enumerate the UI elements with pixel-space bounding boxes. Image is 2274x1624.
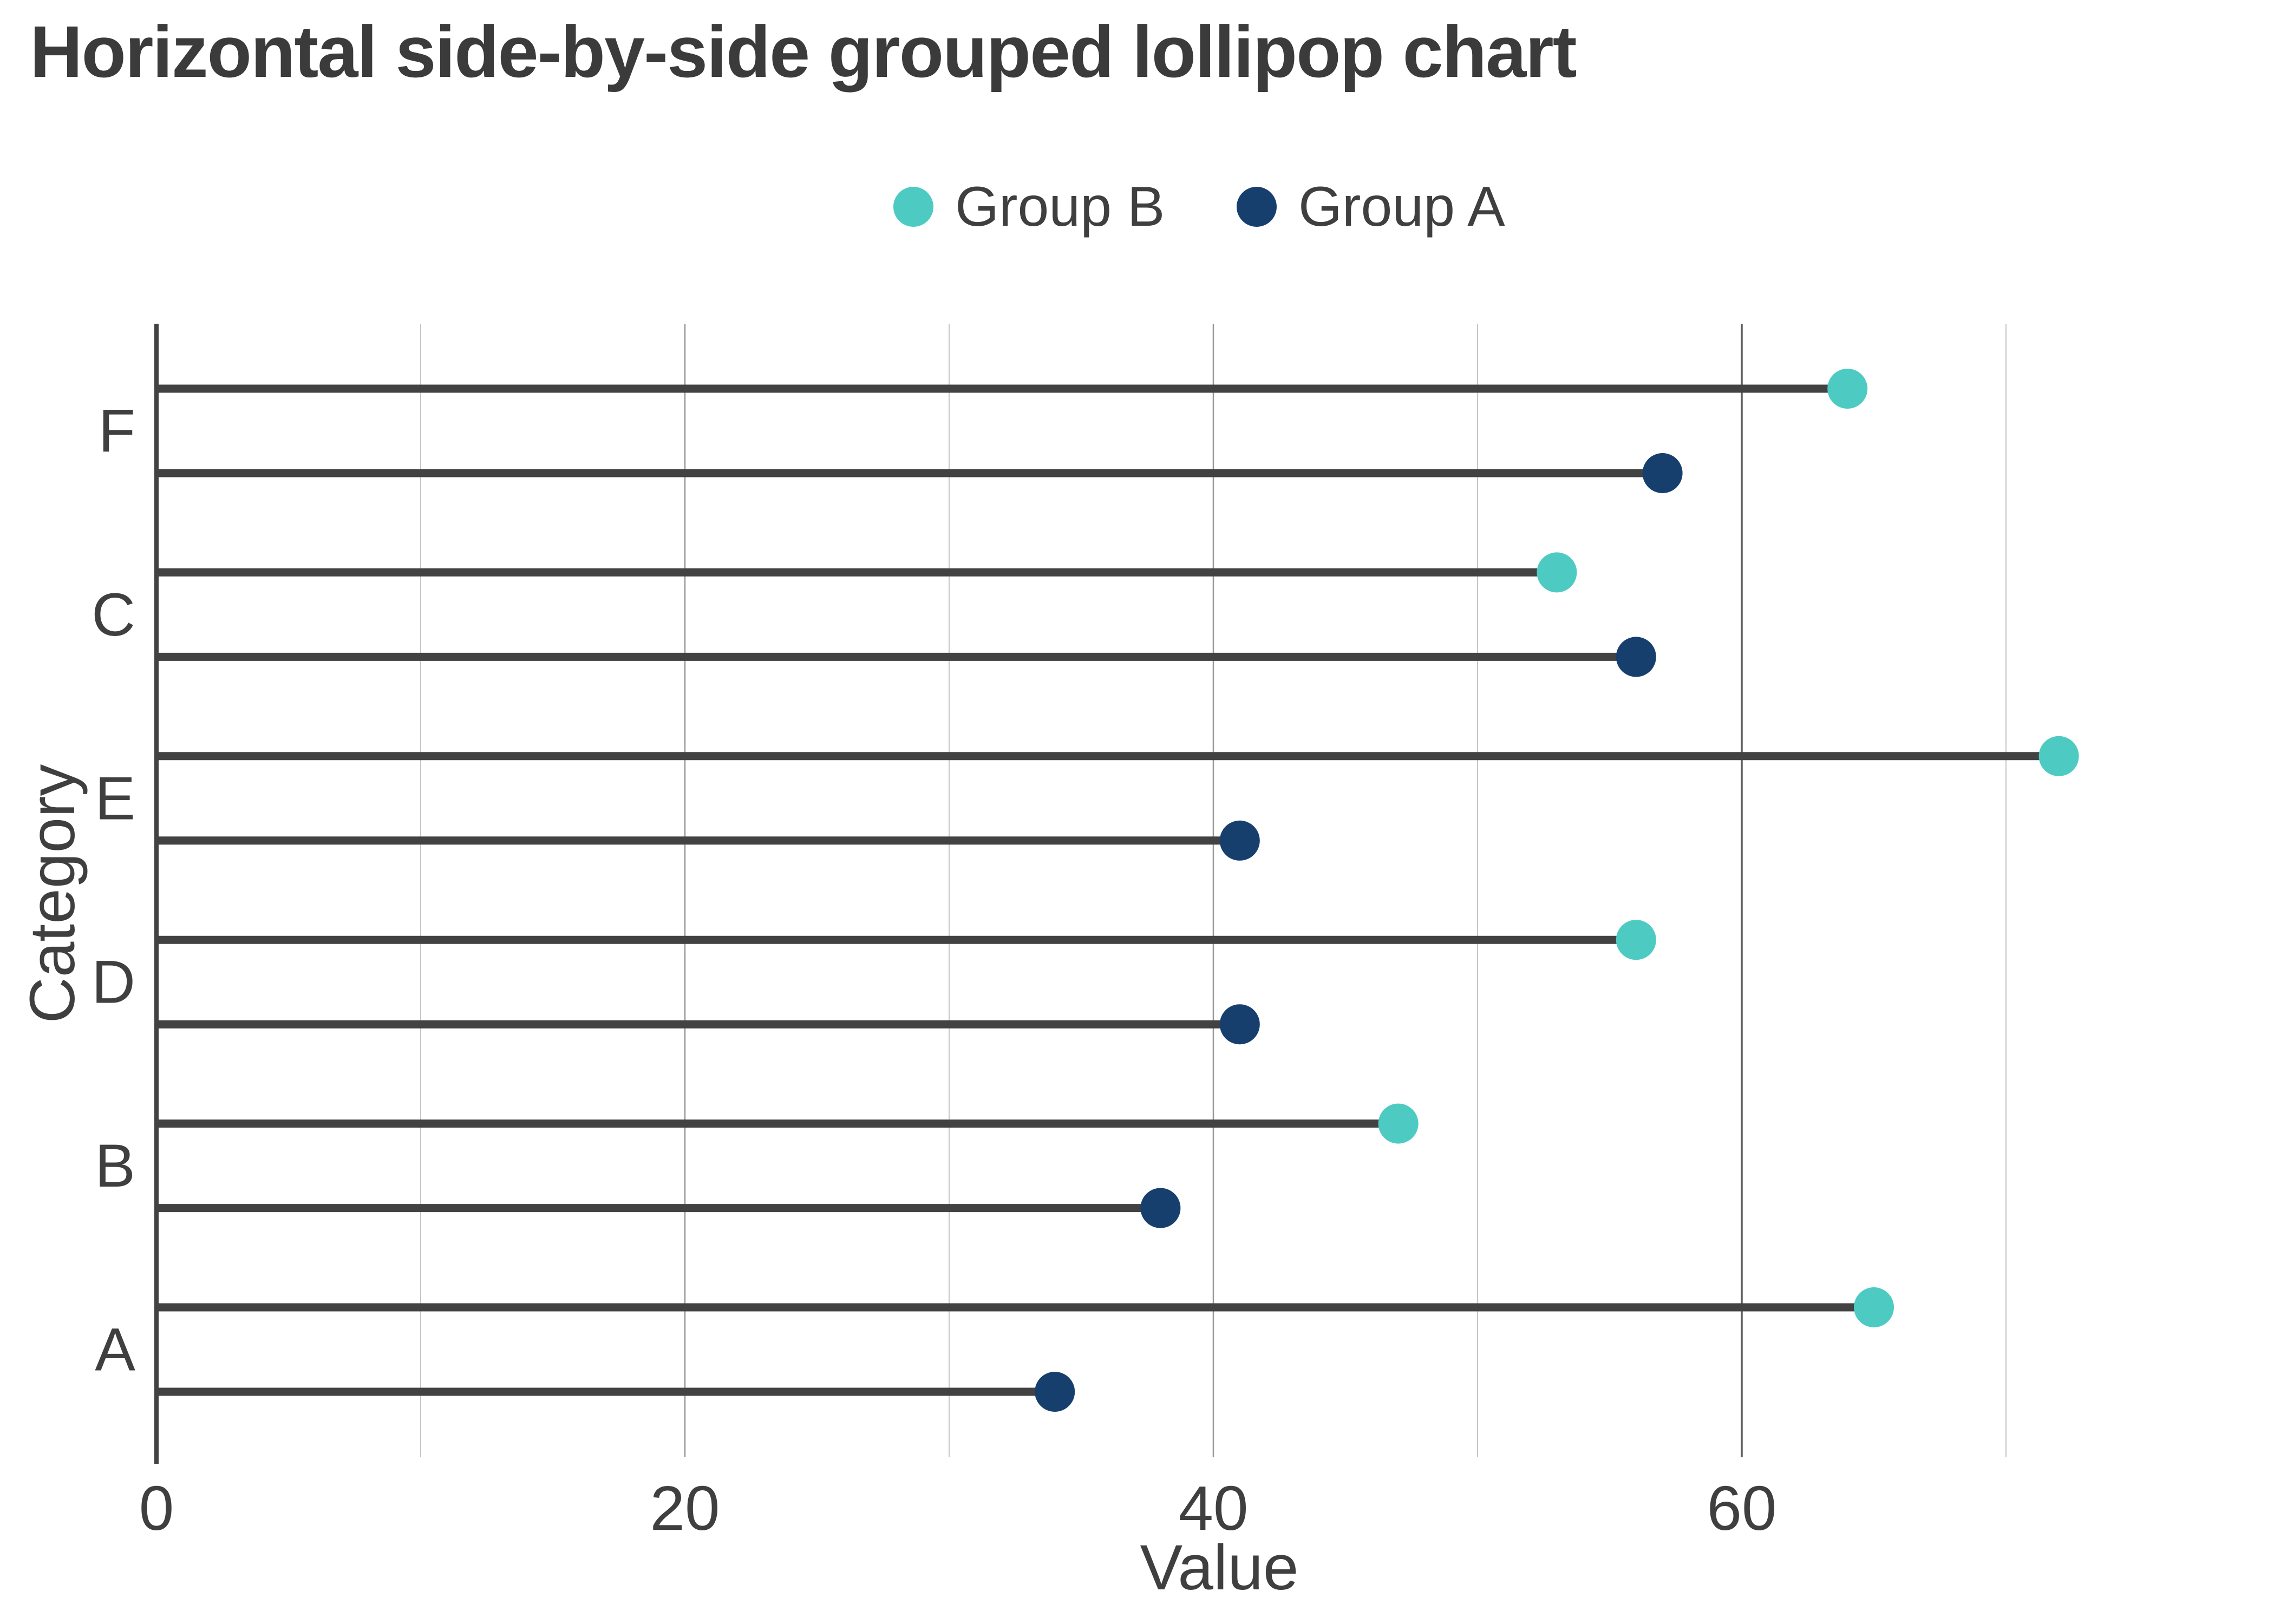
y-tick-label-E: E [95,764,135,832]
lollipop-dot-D-group-a[interactable] [1219,1004,1260,1045]
x-axis-title: Value [1140,1532,1299,1603]
chart-title: Horizontal side-by-side grouped lollipop… [30,11,1577,93]
lollipop-dot-A-group-a[interactable] [1035,1372,1075,1412]
legend-label-group-b: Group B [955,175,1165,238]
x-tick-label-60: 60 [1707,1473,1776,1543]
y-tick-label-A: A [95,1316,135,1384]
lollipop-dot-D-group-b[interactable] [1616,920,1656,960]
lollipop-dot-E-group-a[interactable] [1219,820,1260,861]
y-tick-label-D: D [92,948,135,1016]
y-axis-title: Category [17,764,88,1024]
legend-item-group-a[interactable]: Group A [1237,175,1505,238]
lollipop-dot-A-group-b[interactable] [1854,1287,1894,1327]
y-tick-label-B: B [95,1132,135,1200]
lollipop-dot-B-group-a[interactable] [1140,1188,1181,1228]
x-tick-label-20: 20 [650,1473,720,1543]
x-tick-label-40: 40 [1178,1473,1248,1543]
lollipop-dot-F-group-b[interactable] [1827,369,1868,409]
lollipop-dot-C-group-b[interactable] [1537,552,1577,593]
x-tick-label-0: 0 [139,1473,174,1543]
legend-swatch-group-a-icon [1237,187,1277,227]
lollipop-dot-B-group-b[interactable] [1378,1103,1419,1144]
lollipop-dot-C-group-a[interactable] [1616,637,1656,677]
legend-swatch-group-b-icon [893,187,933,227]
y-tick-label-C: C [92,581,135,649]
lollipop-dot-F-group-a[interactable] [1642,453,1683,493]
y-tick-label-F: F [99,397,135,465]
lollipop-dot-E-group-b[interactable] [2038,736,2079,776]
legend-label-group-a: Group A [1298,175,1505,238]
legend-item-group-b[interactable]: Group B [893,175,1165,238]
